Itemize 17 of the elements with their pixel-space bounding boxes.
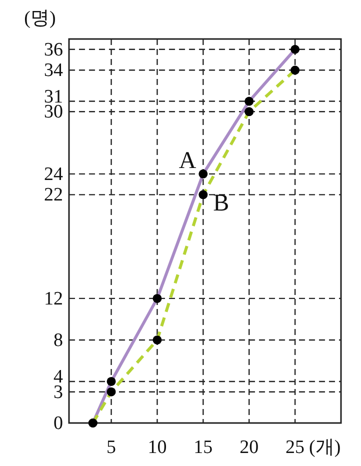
ytick: 22 (44, 184, 63, 206)
ytick: 12 (44, 288, 63, 310)
ytick: 8 (54, 330, 63, 351)
ytick: 24 (44, 164, 63, 185)
ytick: 3 (54, 382, 63, 403)
xtick: 10 (148, 437, 167, 458)
xlabel: (개) (309, 437, 341, 458)
xtick: 15 (194, 437, 213, 458)
xtick: 25 (286, 437, 305, 458)
xtick: 5 (106, 437, 116, 458)
annotation: B (213, 190, 230, 217)
xtick: 20 (240, 437, 259, 458)
annotation: A (178, 148, 196, 174)
ytick: 0 (54, 413, 63, 434)
ylabel: (명) (24, 8, 56, 29)
ytick: 34 (44, 60, 63, 82)
ytick: 36 (44, 39, 63, 60)
